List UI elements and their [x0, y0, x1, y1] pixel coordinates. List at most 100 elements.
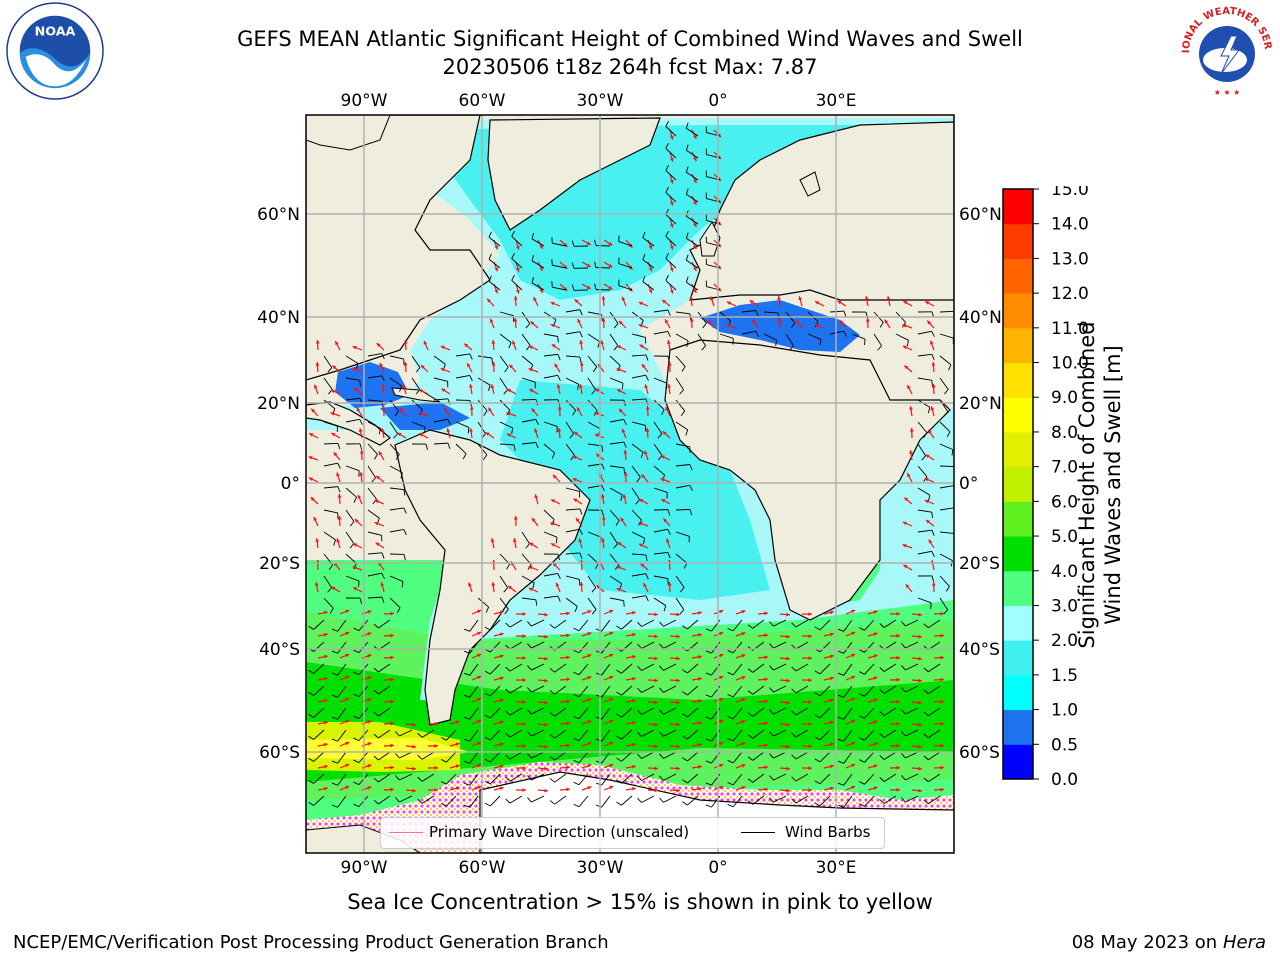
wave-arrow-head [354, 518, 359, 523]
wave-arrow-head [586, 241, 591, 245]
wind-barb [521, 333, 531, 346]
wind-barb-flag [665, 186, 670, 193]
wave-arrow-head [648, 267, 653, 272]
wind-barb [732, 619, 743, 632]
wave-arrow-head [814, 324, 819, 328]
wind-barb-flag [877, 345, 882, 351]
wind-barb [939, 443, 954, 451]
wind-barb-flag [791, 732, 797, 738]
wind-barb [469, 773, 479, 786]
wave-arrow-head [719, 609, 724, 614]
wind-barb [367, 465, 377, 478]
wave-arrow-head [544, 678, 548, 683]
wind-barb [732, 641, 743, 654]
wind-barb [313, 795, 325, 806]
wind-barb-flag [923, 689, 929, 695]
wave-arrow-head [419, 433, 424, 437]
wave-arrow-head [654, 722, 658, 727]
wind-barb [675, 377, 684, 391]
wind-barb-flag [425, 443, 429, 450]
wave-arrow-head [616, 587, 621, 592]
wind-barb-flag [837, 650, 844, 654]
wind-barb [509, 707, 523, 716]
chart-subtitle: 20230506 t18z 264h fcst Max: 7.87 [442, 55, 818, 79]
wind-barb-flag [665, 120, 670, 127]
wind-barb [621, 663, 633, 674]
wind-barb [469, 707, 479, 720]
wave-arrow-head [839, 320, 844, 325]
wave-arrow-head [648, 245, 653, 250]
wave-arrow-head [764, 633, 768, 638]
wind-barb [521, 442, 536, 445]
wind-barb-flag [353, 649, 360, 654]
wave-arrow-head [566, 677, 570, 682]
wind-barb-flag [901, 621, 906, 627]
wave-arrow-head [617, 542, 622, 546]
wind-barb [337, 773, 347, 786]
wave-arrow-head [609, 631, 614, 636]
wind-barb [631, 465, 641, 478]
wind-barb [631, 311, 644, 321]
wind-barb [499, 355, 509, 368]
wave-arrow-head [896, 743, 900, 748]
wind-barb-flag [613, 323, 619, 329]
colorbar-tick-label: 15.0 [1051, 186, 1089, 200]
colorbar-segment [1003, 223, 1033, 259]
wind-barb-flag [403, 489, 406, 496]
wind-barb [477, 377, 491, 386]
wind-barb [653, 597, 667, 606]
wave-arrow-head [719, 697, 724, 702]
wind-barb [939, 485, 954, 489]
wind-barb [687, 663, 699, 674]
wave-arrow-head [618, 320, 623, 325]
wave-arrow-head [609, 785, 614, 790]
wave-arrow-head [741, 697, 746, 702]
wind-barb [565, 443, 575, 456]
wind-barb-flag [373, 755, 379, 761]
wave-arrow-head [741, 631, 746, 636]
wind-barb-flag [549, 800, 555, 805]
wind-barb-flag [483, 454, 488, 461]
wind-barb-flag [879, 689, 885, 694]
wind-barb-flag [667, 552, 671, 559]
wave-arrow-head [851, 653, 856, 658]
wind-barb [531, 238, 545, 247]
wave-arrow-head [764, 765, 768, 770]
wave-arrow-head [330, 389, 335, 394]
wave-arrow-head [676, 766, 680, 771]
wave-arrow-head [345, 697, 350, 702]
wind-barb [389, 529, 404, 533]
wave-arrow-head [332, 365, 337, 370]
wave-arrow-head [528, 367, 533, 372]
wind-barb [489, 641, 501, 653]
wind-barb-flag [837, 716, 844, 720]
wave-arrow-head [676, 788, 680, 793]
wind-barb-flag [440, 802, 447, 807]
wind-barb-flag [549, 690, 555, 695]
wind-barb [609, 487, 623, 496]
wind-barb-flag [573, 693, 580, 698]
wave-arrow-head [907, 473, 911, 478]
wind-barb-flag [727, 738, 734, 742]
wind-barb [337, 685, 347, 698]
wind-barb [641, 773, 655, 781]
wind-barb [509, 729, 523, 738]
wave-arrow-head [621, 428, 626, 433]
wave-arrow-head [434, 766, 438, 770]
wind-barb [511, 258, 523, 269]
wind-barb-flag [417, 776, 423, 782]
wind-barb [752, 795, 765, 805]
wind-barb [601, 619, 611, 632]
wave-arrow-head [741, 763, 746, 768]
wave-arrow-head [621, 296, 626, 301]
wind-barb-flag [727, 804, 734, 808]
wind-barb [455, 375, 470, 379]
wind-barb [795, 773, 809, 782]
wind-barb [883, 685, 897, 694]
wave-arrow-head [808, 744, 812, 749]
wind-barb [399, 773, 413, 781]
wave-arrow-head [467, 363, 471, 368]
wind-barb-flag [484, 714, 491, 719]
wave-arrow-head [308, 477, 313, 481]
wind-barb [641, 751, 655, 759]
